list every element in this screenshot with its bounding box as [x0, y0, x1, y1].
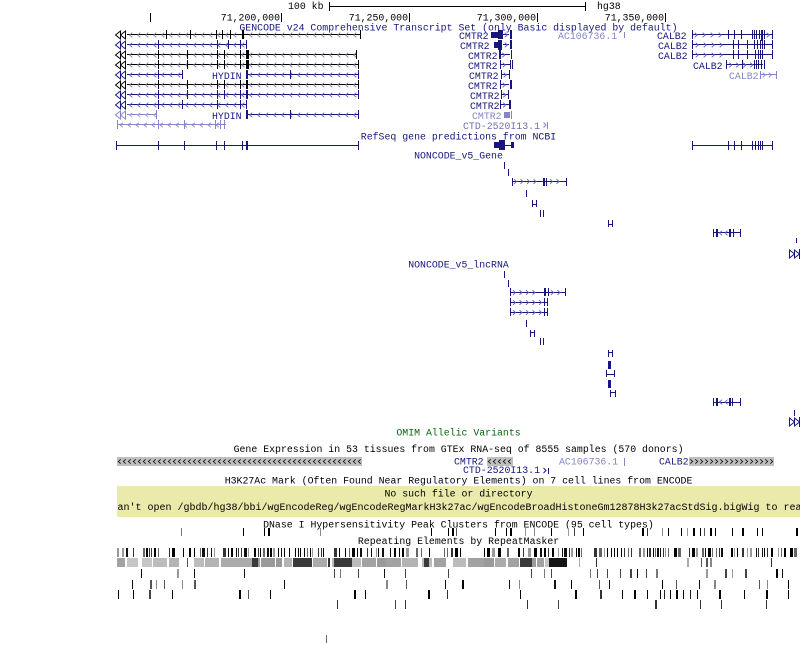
svg-text:AC106736.1: AC106736.1: [559, 458, 618, 469]
svg-text:CMTR2: CMTR2: [460, 42, 490, 53]
svg-text:an't open /gbdb/hg38/bbi/wgEnc: an't open /gbdb/hg38/bbi/wgEncodeReg/wgE…: [118, 502, 800, 514]
svg-text:CMTR2: CMTR2: [468, 52, 498, 63]
svg-text:HYDIN: HYDIN: [212, 72, 242, 83]
svg-text:hg38: hg38: [597, 1, 621, 13]
svg-text:NONCODE_v5_Gene: NONCODE_v5_Gene: [414, 152, 503, 163]
svg-text:100 kb: 100 kb: [288, 1, 324, 13]
svg-text:Repeating Elements by RepeatMa: Repeating Elements by RepeatMasker: [358, 536, 559, 548]
svg-text:71,300,000: 71,300,000: [477, 14, 536, 25]
svg-text:CMTR2: CMTR2: [469, 72, 499, 83]
svg-text:CMTR2: CMTR2: [472, 112, 502, 123]
svg-text:CMTR2: CMTR2: [468, 82, 498, 93]
svg-text:Gene Expression in 53 tissues: Gene Expression in 53 tissues from GTEx …: [234, 444, 684, 456]
svg-text:RefSeq gene predictions from N: RefSeq gene predictions from NCBI: [361, 132, 556, 144]
svg-text:GENCODE v24 Comprehensive Tran: GENCODE v24 Comprehensive Transcript Set…: [239, 23, 677, 35]
svg-text:No such file or directory: No such file or directory: [385, 489, 533, 501]
svg-text:CALB2: CALB2: [729, 72, 759, 83]
svg-text:CALB2: CALB2: [657, 32, 687, 43]
svg-text:CMTR2: CMTR2: [468, 62, 498, 73]
svg-text:CMTR2: CMTR2: [470, 92, 500, 103]
svg-text:CMTR2: CMTR2: [459, 32, 489, 43]
svg-text:CALB2: CALB2: [659, 458, 689, 469]
svg-text:71,250,000: 71,250,000: [349, 14, 408, 25]
svg-text:71,350,000: 71,350,000: [605, 14, 664, 25]
svg-text:OMIM Allelic Variants: OMIM Allelic Variants: [396, 428, 520, 440]
svg-text:DNase I Hypersensitivity Peak: DNase I Hypersensitivity Peak Clusters f…: [263, 520, 654, 532]
svg-text:71,200,000: 71,200,000: [221, 14, 280, 25]
svg-text:H3K27Ac Mark (Often Found Near: H3K27Ac Mark (Often Found Near Regulator…: [225, 476, 693, 488]
svg-text:CALB2: CALB2: [658, 52, 688, 63]
svg-text:HYDIN: HYDIN: [212, 112, 242, 123]
svg-text:CMTR2: CMTR2: [454, 458, 484, 469]
svg-text:CTD-2520I13.1: CTD-2520I13.1: [463, 122, 540, 133]
svg-text:CALB2: CALB2: [693, 62, 723, 73]
svg-text:AC106736.1: AC106736.1: [558, 32, 617, 43]
svg-text:CTD-2520I13.1: CTD-2520I13.1: [463, 466, 540, 477]
svg-text:CMTR2: CMTR2: [470, 102, 500, 113]
svg-text:CALB2: CALB2: [658, 42, 688, 53]
svg-text:NONCODE_v5_lncRNA: NONCODE_v5_lncRNA: [408, 260, 509, 272]
